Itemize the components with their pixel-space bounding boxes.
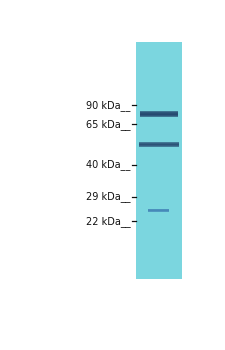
Bar: [140, 112, 178, 113]
Bar: [136, 42, 182, 279]
Bar: [140, 115, 178, 116]
Bar: [140, 116, 178, 117]
Bar: [140, 111, 178, 112]
Bar: [140, 117, 178, 118]
Bar: [140, 114, 178, 115]
Text: 40 kDa__: 40 kDa__: [86, 159, 130, 170]
Text: 90 kDa__: 90 kDa__: [86, 100, 130, 111]
Bar: [139, 145, 179, 146]
Text: 29 kDa__: 29 kDa__: [86, 191, 130, 202]
Bar: [139, 146, 179, 147]
Text: 65 kDa__: 65 kDa__: [86, 119, 130, 130]
Bar: [140, 113, 178, 114]
Bar: [139, 142, 179, 143]
Bar: [139, 144, 179, 145]
Text: 22 kDa__: 22 kDa__: [86, 216, 130, 227]
